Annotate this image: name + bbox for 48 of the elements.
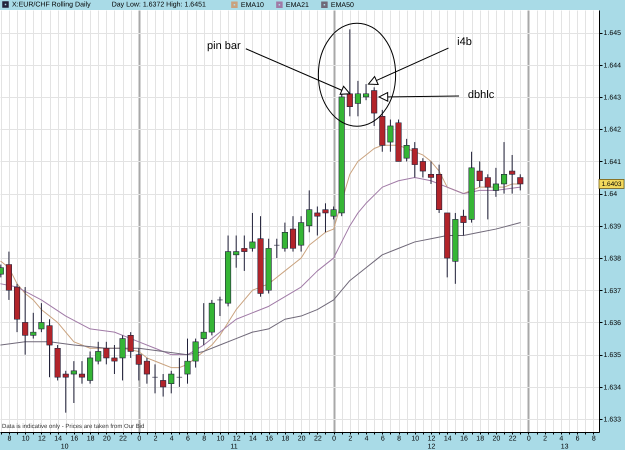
candlestick (460, 209, 467, 236)
candlestick (314, 206, 320, 236)
candlestick (136, 348, 142, 381)
candlestick (128, 332, 134, 358)
candlestick (111, 344, 118, 375)
candlestick (500, 142, 508, 194)
candlestick (87, 350, 94, 384)
candlestick (120, 334, 126, 381)
candlestick (420, 158, 426, 178)
candlestick (62, 370, 69, 414)
candlestick (78, 360, 86, 384)
candlestick (306, 190, 312, 233)
candlestick (30, 312, 36, 340)
candlestick (298, 216, 304, 252)
candlestick (38, 302, 44, 333)
candlestick (290, 216, 296, 252)
candlestick (160, 374, 166, 398)
candlestick (200, 302, 207, 346)
candlestick (144, 357, 150, 384)
candlestick (387, 119, 394, 152)
candlestick (249, 212, 256, 252)
candlestick (404, 138, 410, 162)
candlestick (274, 238, 280, 259)
candlestick (22, 286, 28, 356)
annotation: i4b (457, 36, 472, 48)
candlestick (492, 167, 499, 198)
candlestick (428, 160, 434, 184)
candlestick (322, 202, 329, 233)
candlestick (168, 370, 174, 394)
candlestick (282, 222, 288, 252)
candlestick (412, 142, 418, 178)
candlestick (176, 357, 182, 388)
candlestick (363, 84, 370, 101)
candlestick (184, 338, 191, 384)
annotation: dbhlc (468, 88, 495, 101)
candlestick (509, 154, 516, 194)
candlestick (371, 86, 378, 126)
candlestick (95, 341, 102, 365)
candlestick (46, 318, 53, 378)
candlestick (216, 296, 224, 317)
candlestick (152, 364, 158, 394)
candlestick (517, 174, 524, 191)
candlestick (330, 206, 337, 220)
candlestick (70, 360, 77, 404)
candlestick (103, 341, 110, 365)
annotation: pin bar (207, 40, 241, 52)
candlestick (192, 338, 199, 368)
candlestick (354, 80, 361, 117)
